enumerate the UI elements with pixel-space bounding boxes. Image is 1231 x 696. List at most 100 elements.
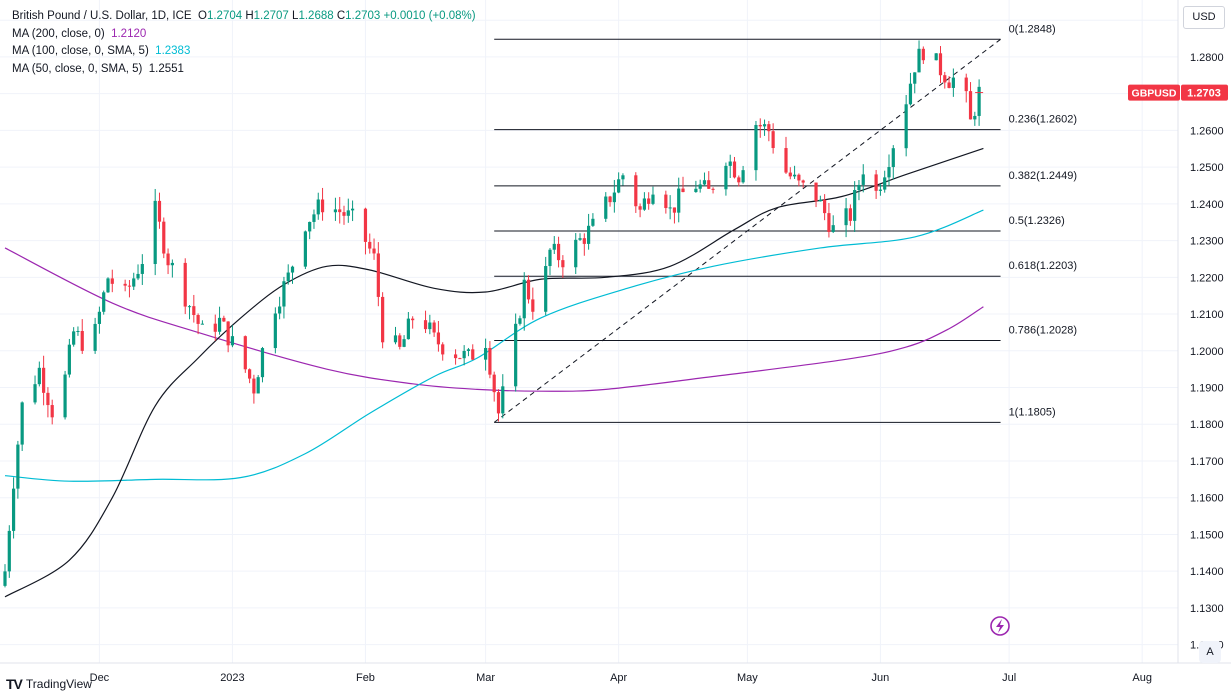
candle-down xyxy=(943,75,947,83)
candle-down xyxy=(638,206,642,210)
candle-up xyxy=(831,225,835,232)
candle-up xyxy=(308,221,312,232)
x-tick-label: Aug xyxy=(1132,672,1152,684)
candle-down xyxy=(338,209,342,213)
candle-up xyxy=(76,330,80,332)
auto-scale-button[interactable]: A xyxy=(1199,641,1221,663)
candle-down xyxy=(441,344,445,355)
close-label: C xyxy=(336,10,346,22)
candle-down xyxy=(398,335,402,347)
candle-down xyxy=(681,188,685,193)
candle-up xyxy=(106,278,110,293)
candle-up xyxy=(303,231,307,267)
y-tick-label: 1.2400 xyxy=(1190,199,1224,211)
fib-level-label: 0.236(1.2602) xyxy=(1009,114,1078,126)
candle-up xyxy=(702,180,707,185)
candle-up xyxy=(393,335,398,343)
candle-up xyxy=(728,161,732,166)
candle-down xyxy=(767,124,771,132)
candle-down xyxy=(363,208,368,242)
x-tick-label: May xyxy=(737,672,758,684)
candle-up xyxy=(170,262,174,266)
candle-up xyxy=(501,386,505,414)
symbol-title: British Pound / U.S. Dollar, 1D, ICE xyxy=(12,10,192,22)
candle-down xyxy=(80,330,84,351)
candle-down xyxy=(320,199,325,213)
candle-up xyxy=(462,350,466,359)
candle-up xyxy=(904,104,908,149)
candle-down xyxy=(814,182,818,202)
candle-up xyxy=(612,192,616,203)
candle-up xyxy=(651,194,655,204)
candle-down xyxy=(947,82,951,88)
open-value: 1.2704 xyxy=(206,10,243,22)
candle-up xyxy=(136,273,140,279)
candle-down xyxy=(248,369,252,379)
candle-down xyxy=(784,148,788,173)
candle-up xyxy=(37,367,41,385)
ma200-legend[interactable]: MA (200, close, 0) 1.2120 xyxy=(12,26,476,44)
candle-up xyxy=(312,214,316,222)
candle-down xyxy=(531,299,535,312)
candle-down xyxy=(196,315,200,324)
candle-up xyxy=(514,323,518,387)
y-tick-label: 1.1700 xyxy=(1190,456,1224,468)
footer-brand[interactable]: TV TradingView xyxy=(6,676,92,692)
candle-down xyxy=(758,124,762,127)
y-tick-label: 1.1400 xyxy=(1190,566,1224,578)
candle-down xyxy=(381,296,385,343)
candle-up xyxy=(818,199,822,202)
candle-up xyxy=(132,278,136,287)
candle-up xyxy=(694,188,698,193)
open-label: O xyxy=(198,10,207,22)
y-tick-label: 1.2200 xyxy=(1190,272,1224,284)
candle-down xyxy=(432,322,436,333)
candle-down xyxy=(127,285,132,287)
candle-down xyxy=(711,188,715,190)
brand-name: TradingView xyxy=(25,677,92,691)
candle-up xyxy=(642,198,646,210)
candle-up xyxy=(917,48,921,73)
ma100-legend[interactable]: MA (100, close, 0, SMA, 5) 1.2383 xyxy=(12,43,476,61)
symbol-line: British Pound / U.S. Dollar, 1D, ICE O1.… xyxy=(12,8,476,26)
ma50-legend[interactable]: MA (50, close, 0, SMA, 5) 1.2551 xyxy=(12,61,476,79)
candle-up xyxy=(973,115,977,120)
candle-up xyxy=(350,208,355,211)
fib-level-label: 0.786(1.2028) xyxy=(1009,324,1078,336)
candle-up xyxy=(913,72,917,84)
candle-down xyxy=(848,208,852,221)
candle-up xyxy=(574,239,578,268)
candle-down xyxy=(123,283,127,286)
y-tick-label: 1.2600 xyxy=(1190,125,1224,137)
candle-down xyxy=(368,241,372,249)
x-tick-label: Jun xyxy=(872,672,890,684)
candle-up xyxy=(7,530,11,572)
tradingview-logo-icon: TV xyxy=(6,676,23,692)
candle-down xyxy=(42,367,46,393)
price-tag: 1.2703 xyxy=(1187,88,1221,100)
candle-down xyxy=(797,174,801,181)
candle-up xyxy=(844,208,848,226)
high-value: 1.2707 xyxy=(253,10,289,22)
candle-up xyxy=(20,402,24,445)
ma200-label: MA (200, close, 0) xyxy=(12,27,105,40)
candle-down xyxy=(471,349,475,360)
y-tick-label: 1.1900 xyxy=(1190,383,1224,395)
candle-up xyxy=(273,313,277,349)
fib-level-label: 0.382(1.2449) xyxy=(1009,170,1078,182)
candle-up xyxy=(604,196,608,219)
candle-up xyxy=(428,322,432,330)
candle-down xyxy=(110,278,114,284)
candle-down xyxy=(672,207,677,213)
candle-down xyxy=(874,174,878,191)
currency-button[interactable]: USD xyxy=(1183,6,1225,29)
low-value: 1.2688 xyxy=(298,10,334,22)
candle-up xyxy=(140,264,144,274)
candle-up xyxy=(617,179,621,193)
candle-up xyxy=(256,377,260,394)
candle-down xyxy=(50,405,54,418)
low-label: L xyxy=(292,10,299,22)
candle-down xyxy=(192,306,196,316)
fib-level-label: 1(1.1805) xyxy=(1009,406,1056,418)
